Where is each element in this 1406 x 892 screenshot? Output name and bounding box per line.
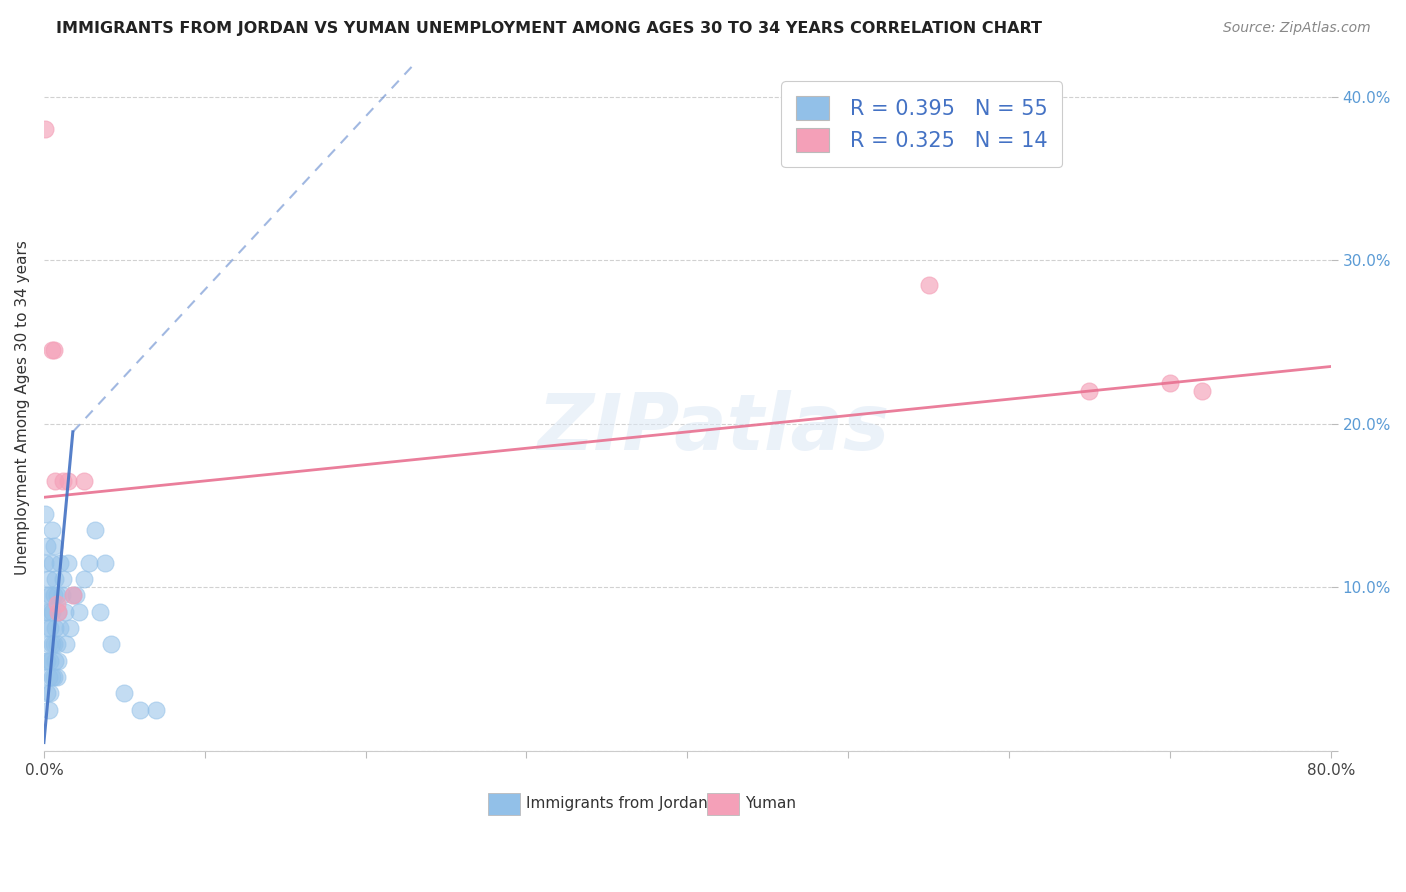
- Point: [41, 556, 63, 570]
- Point: [112, 686, 135, 700]
- Text: ZIPatlas: ZIPatlas: [537, 390, 889, 466]
- Point: [42, 539, 65, 553]
- Y-axis label: Unemployment Among Ages 30 to 34 years: Unemployment Among Ages 30 to 34 years: [15, 240, 30, 574]
- Point: [73, 474, 96, 488]
- Point: [94, 556, 117, 570]
- Point: [37, 539, 59, 553]
- Point: [39, 588, 62, 602]
- Point: [34, 654, 56, 668]
- Point: [52, 474, 75, 488]
- Point: [41, 343, 63, 358]
- Point: [38, 605, 60, 619]
- Text: Yuman: Yuman: [745, 796, 796, 811]
- Point: [44, 654, 66, 668]
- Point: [45, 597, 67, 611]
- Point: [42, 588, 65, 602]
- Point: [56, 474, 79, 488]
- Point: [1159, 376, 1181, 390]
- Point: [39, 686, 62, 700]
- Point: [38, 670, 60, 684]
- Point: [42, 343, 65, 358]
- Point: [41, 670, 63, 684]
- Point: [34, 605, 56, 619]
- Point: [65, 588, 87, 602]
- Point: [55, 637, 77, 651]
- Point: [62, 588, 84, 602]
- Point: [917, 277, 939, 292]
- Point: [37, 588, 59, 602]
- Point: [1191, 384, 1213, 398]
- Point: [37, 654, 59, 668]
- FancyBboxPatch shape: [488, 793, 520, 814]
- Point: [53, 605, 76, 619]
- Point: [45, 637, 67, 651]
- Point: [38, 637, 60, 651]
- Point: [39, 621, 62, 635]
- FancyBboxPatch shape: [707, 793, 738, 814]
- Point: [41, 605, 63, 619]
- Point: [42, 670, 65, 684]
- Point: [52, 572, 75, 586]
- Point: [45, 588, 67, 602]
- Point: [62, 588, 84, 602]
- Point: [84, 523, 107, 537]
- Point: [100, 637, 122, 651]
- Point: [1078, 384, 1101, 398]
- Legend: R = 0.395   N = 55, R = 0.325   N = 14: R = 0.395 N = 55, R = 0.325 N = 14: [782, 81, 1063, 167]
- Point: [34, 556, 56, 570]
- Point: [59, 621, 82, 635]
- Point: [56, 556, 79, 570]
- Text: IMMIGRANTS FROM JORDAN VS YUMAN UNEMPLOYMENT AMONG AGES 30 TO 34 YEARS CORRELATI: IMMIGRANTS FROM JORDAN VS YUMAN UNEMPLOY…: [56, 21, 1042, 36]
- Point: [34, 122, 56, 136]
- Point: [49, 556, 72, 570]
- Point: [77, 556, 100, 570]
- Point: [48, 605, 70, 619]
- Text: Source: ZipAtlas.com: Source: ZipAtlas.com: [1223, 21, 1371, 35]
- Point: [145, 703, 167, 717]
- Point: [129, 703, 152, 717]
- Point: [73, 572, 96, 586]
- Point: [41, 523, 63, 537]
- Point: [38, 572, 60, 586]
- Point: [37, 621, 59, 635]
- Point: [44, 621, 66, 635]
- Text: Immigrants from Jordan: Immigrants from Jordan: [526, 796, 709, 811]
- Point: [44, 474, 66, 488]
- Point: [51, 588, 73, 602]
- Point: [45, 670, 67, 684]
- Point: [38, 703, 60, 717]
- Point: [67, 605, 90, 619]
- Point: [37, 686, 59, 700]
- Point: [42, 637, 65, 651]
- Point: [89, 605, 111, 619]
- Point: [34, 507, 56, 521]
- Point: [48, 605, 70, 619]
- Point: [44, 572, 66, 586]
- Point: [49, 621, 72, 635]
- Point: [39, 654, 62, 668]
- Point: [41, 637, 63, 651]
- Point: [48, 654, 70, 668]
